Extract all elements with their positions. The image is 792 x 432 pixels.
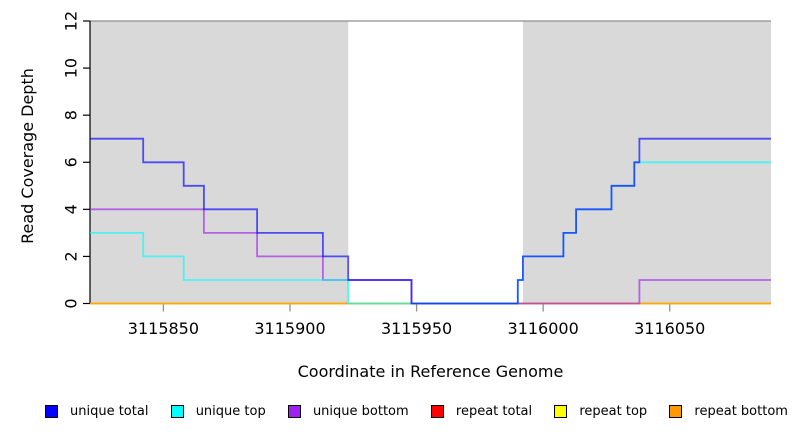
legend-label: repeat top: [579, 403, 648, 419]
legend-swatch-icon: [170, 404, 184, 418]
legend-label: unique bottom: [312, 403, 409, 419]
legend-swatch-icon: [287, 404, 301, 418]
series-line-unique-total: [90, 137, 771, 305]
x-tick-label: 3115950: [381, 319, 452, 338]
legend: unique total unique top unique bottom repea…: [45, 399, 788, 423]
legend-swatch-icon: [430, 404, 444, 418]
series-line-unique-bottom: [90, 208, 771, 305]
y-tick-label: 4: [62, 204, 81, 214]
x-tick-label: 3115900: [254, 319, 325, 338]
legend-label: unique total: [70, 403, 149, 419]
legend-swatch-icon: [45, 404, 58, 418]
legend-swatch-icon: [669, 404, 683, 418]
y-tick-label: 0: [62, 298, 81, 308]
legend-label: unique top: [195, 403, 266, 419]
legend-label: repeat total: [455, 403, 533, 419]
y-tick-label: 2: [62, 251, 81, 261]
y-axis-label: Read Coverage Depth: [18, 68, 37, 244]
legend-swatch-icon: [554, 404, 568, 418]
legend-item-unique-bottom: unique bottom: [287, 403, 409, 419]
y-tick-label: 8: [62, 110, 81, 120]
legend-item-repeat-total: repeat total: [430, 403, 533, 419]
y-tick-label: 12: [62, 11, 81, 31]
legend-item-repeat-top: repeat top: [554, 404, 647, 419]
x-tick-label: 3116000: [508, 319, 579, 338]
legend-item-repeat-bottom: repeat bottom: [669, 404, 788, 419]
x-tick-label: 3115850: [128, 319, 199, 338]
legend-label: repeat bottom: [694, 403, 788, 419]
x-axis-label: Coordinate in Reference Genome: [297, 362, 564, 381]
legend-item-unique-total: unique total: [45, 404, 148, 419]
y-tick-label: 6: [62, 157, 81, 167]
shaded-region: [90, 21, 349, 304]
y-tick-label: 10: [62, 58, 81, 78]
legend-item-unique-top: unique top: [170, 403, 266, 419]
x-tick-label: 3116050: [634, 319, 705, 338]
